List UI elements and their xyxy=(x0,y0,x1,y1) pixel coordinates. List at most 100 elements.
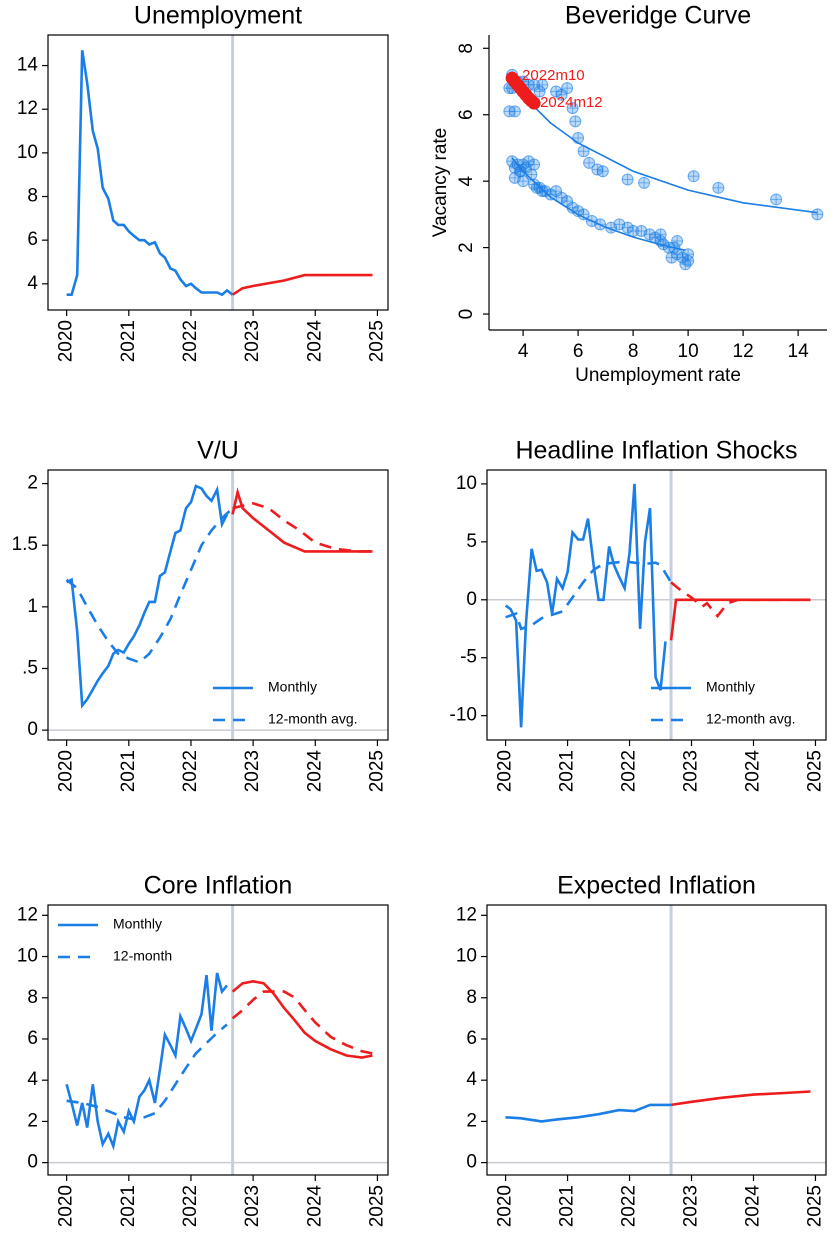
y-tick-label: 2 xyxy=(27,473,38,494)
panel: Core Inflation 0 2 4 6 8 10 12 2020 2021 2022 2023 2… xyxy=(17,872,389,1228)
x-tick-label: 2021 xyxy=(118,1185,139,1227)
x-tick-label: 2021 xyxy=(118,750,139,792)
chart-title: Beveridge Curve xyxy=(565,2,751,30)
y-tick-label: 10 xyxy=(17,142,38,163)
chart-title: Headline Inflation Shocks xyxy=(515,437,797,465)
legend-label: 12-month xyxy=(113,948,172,964)
y-tick-label: 6 xyxy=(456,109,477,120)
y-tick-label: 0 xyxy=(456,309,477,320)
point xyxy=(550,85,563,98)
line xyxy=(670,1090,811,1107)
line xyxy=(232,501,373,553)
panel: V/U 0 .5 1 1.5 2 2020 2021 2022 2023 2024 2025 Month… xyxy=(12,437,389,793)
y-tick-label: 8 xyxy=(27,186,38,207)
x-tick-label: 2020 xyxy=(56,320,77,362)
plot-frame xyxy=(47,34,389,311)
x-tick-label: 2025 xyxy=(804,1185,825,1227)
line xyxy=(669,598,811,641)
panel: Unemployment 4 6 8 10 12 14 2020 2021 2022 2023 202… xyxy=(17,2,389,362)
point xyxy=(583,156,596,169)
x-tick-label: 2025 xyxy=(804,750,825,792)
y-tick-label: 2 xyxy=(27,1110,38,1131)
point xyxy=(770,193,783,206)
plot-frame xyxy=(47,469,389,741)
x-axis-label: Unemployment rate xyxy=(575,365,741,386)
y-tick-label: 12 xyxy=(456,904,477,925)
point-label: 2024m12 xyxy=(540,94,603,111)
x-tick-label: 2022 xyxy=(180,750,201,792)
plot-frame xyxy=(486,469,827,741)
point xyxy=(561,82,574,95)
y-tick-label: 4 xyxy=(27,273,38,294)
x-tick-label: 12 xyxy=(733,341,754,362)
x-tick-label: 2021 xyxy=(557,750,578,792)
x-tick-label: 10 xyxy=(678,341,699,362)
point xyxy=(550,185,563,198)
panel: Beveridge Curve 0 2 4 6 8 4 6 8 10 12 14 Unemploymen… xyxy=(430,2,827,386)
x-tick-label: 2022 xyxy=(619,750,640,792)
legend-label: Monthly xyxy=(113,916,162,932)
y-tick-label: 1 xyxy=(27,596,38,617)
x-tick-label: 4 xyxy=(518,341,529,362)
line xyxy=(66,50,234,297)
x-tick-label: 2020 xyxy=(56,1185,77,1227)
x-tick-label: 2024 xyxy=(304,750,325,793)
panel: Headline Inflation Shocks -10 -5 0 5 10 2020 20… xyxy=(450,437,827,793)
y-tick-label: 10 xyxy=(456,946,477,967)
x-tick-label: 2022 xyxy=(619,1185,640,1227)
point xyxy=(527,96,541,110)
y-tick-label: 8 xyxy=(27,987,38,1008)
y-tick-label: 10 xyxy=(17,946,38,967)
point xyxy=(621,173,634,186)
legend-label: Monthly xyxy=(268,679,317,695)
point xyxy=(569,115,582,128)
point xyxy=(591,163,604,176)
x-tick-label: 6 xyxy=(573,341,584,362)
point xyxy=(528,78,541,91)
x-tick-label: 2023 xyxy=(681,750,702,792)
point xyxy=(665,251,678,264)
y-tick-label: 8 xyxy=(456,43,477,54)
line xyxy=(670,581,811,619)
y-axis-label: Vacancy rate xyxy=(430,128,451,237)
x-tick-label: 2020 xyxy=(56,750,77,792)
point xyxy=(566,102,579,115)
y-tick-label: 14 xyxy=(17,55,39,76)
x-tick-label: 2022 xyxy=(180,320,201,362)
x-tick-label: 2020 xyxy=(495,750,516,792)
chart-title: Expected Inflation xyxy=(557,872,756,900)
y-tick-label: 6 xyxy=(466,1028,477,1049)
point xyxy=(811,208,824,221)
y-tick-label: 10 xyxy=(456,473,477,494)
x-tick-label: 2023 xyxy=(242,750,263,792)
line xyxy=(66,1023,228,1121)
y-tick-label: 2 xyxy=(456,242,477,253)
legend-label: 12-month avg. xyxy=(706,711,796,727)
x-tick-label: 2024 xyxy=(304,1185,325,1228)
chart-title: Core Inflation xyxy=(144,872,293,900)
plot-frame xyxy=(47,904,389,1176)
x-tick-label: 2024 xyxy=(743,1185,764,1228)
x-tick-label: 2025 xyxy=(366,320,387,362)
y-tick-label: -10 xyxy=(450,705,477,726)
y-tick-label: 0 xyxy=(27,719,38,740)
x-tick-label: 2025 xyxy=(366,750,387,792)
y-tick-label: .5 xyxy=(22,658,38,679)
line xyxy=(66,484,229,709)
legend-label: Monthly xyxy=(706,679,755,695)
x-tick-label: 2024 xyxy=(743,750,764,793)
line xyxy=(65,507,234,664)
x-tick-label: 2025 xyxy=(366,1185,387,1227)
point xyxy=(577,145,590,158)
point xyxy=(572,131,585,144)
point xyxy=(508,105,521,118)
x-tick-label: 2023 xyxy=(242,320,263,362)
point xyxy=(517,175,530,188)
y-tick-label: 6 xyxy=(27,229,38,250)
line xyxy=(505,1103,672,1123)
point xyxy=(682,248,695,261)
y-tick-label: 0 xyxy=(27,1152,38,1173)
point-label: 2022m10 xyxy=(522,67,585,84)
panel: Expected Inflation 0 2 4 6 8 10 12 2020 2021 2022 2… xyxy=(456,872,827,1228)
